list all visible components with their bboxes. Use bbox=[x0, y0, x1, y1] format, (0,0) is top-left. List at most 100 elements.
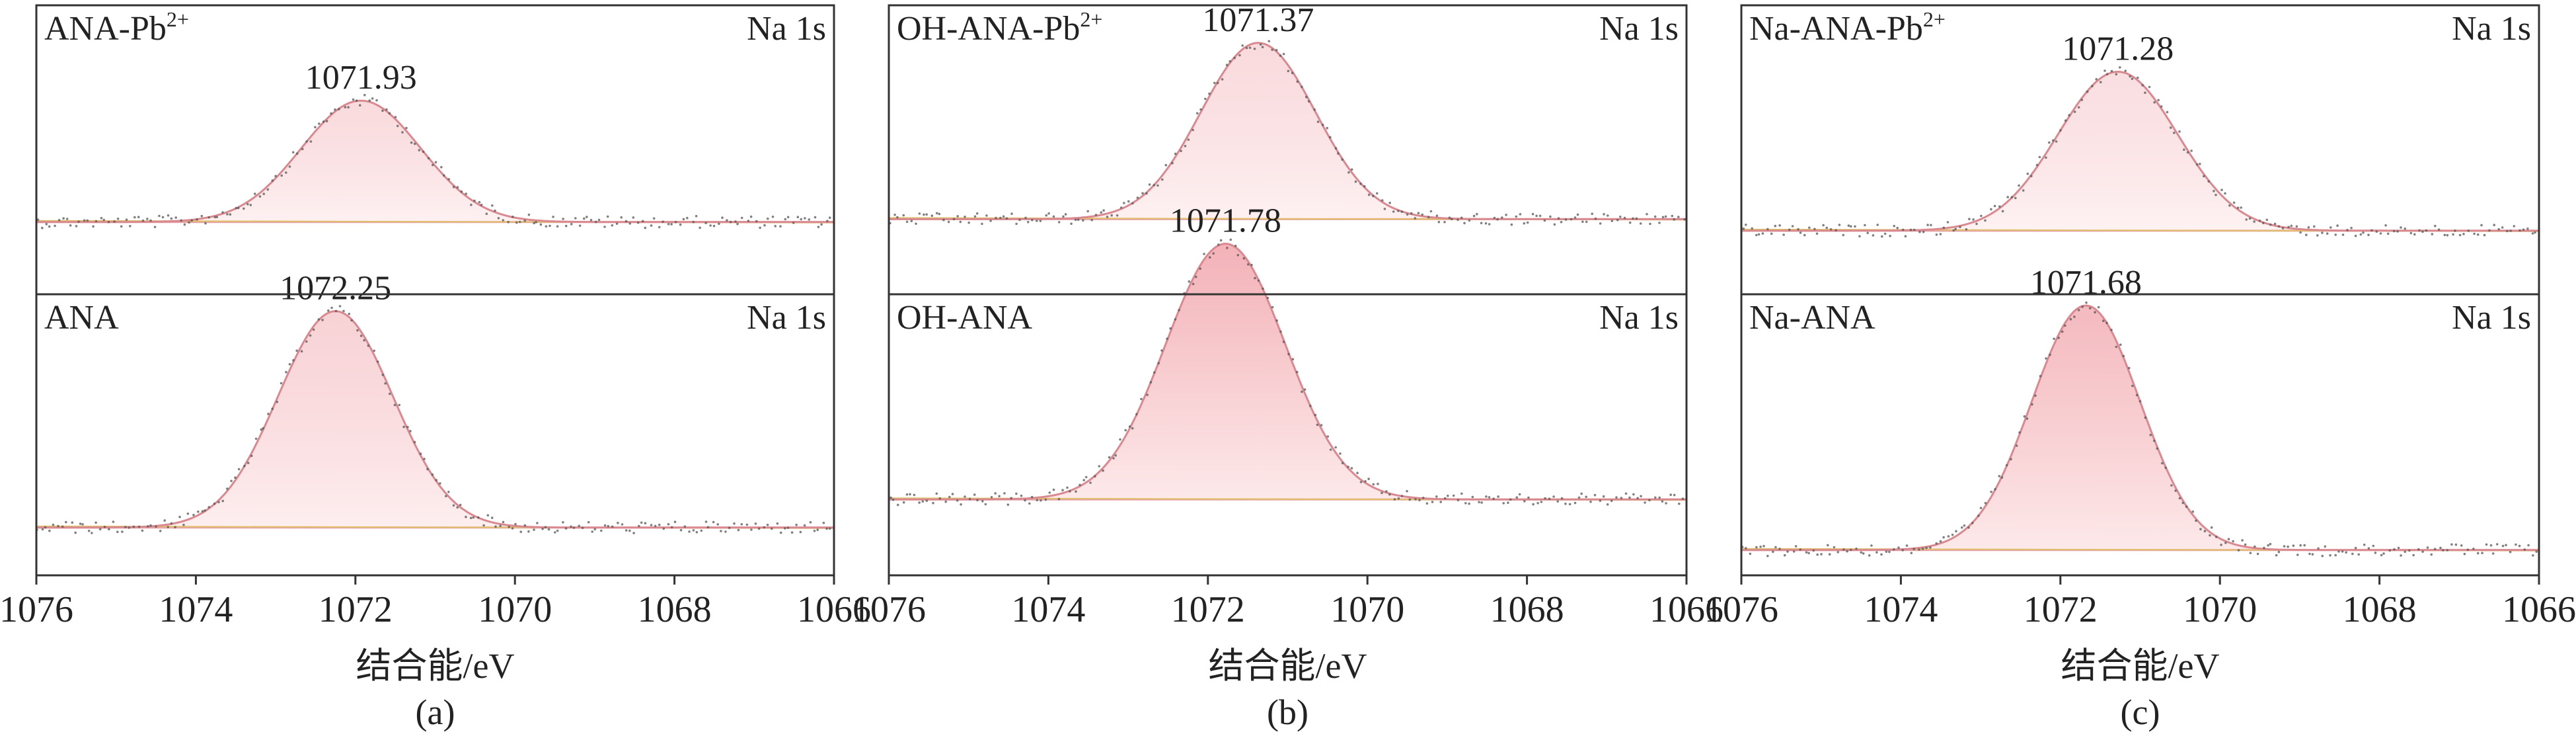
raw-point bbox=[1786, 550, 1789, 553]
peak-value-label: 1072.25 bbox=[280, 270, 391, 308]
raw-point bbox=[226, 213, 229, 216]
raw-point bbox=[44, 526, 47, 529]
raw-point bbox=[1052, 215, 1055, 218]
raw-point bbox=[274, 175, 277, 178]
x-tick-label: 1068 bbox=[638, 589, 712, 630]
raw-point bbox=[683, 525, 687, 528]
raw-point bbox=[2321, 554, 2324, 557]
raw-point bbox=[2053, 337, 2055, 341]
raw-point bbox=[674, 221, 677, 224]
raw-point bbox=[309, 334, 312, 337]
raw-point bbox=[1359, 183, 1362, 185]
raw-point bbox=[91, 532, 93, 534]
raw-point bbox=[1998, 205, 2001, 208]
raw-point bbox=[113, 220, 116, 223]
raw-point bbox=[375, 99, 378, 102]
raw-point bbox=[2526, 227, 2529, 230]
raw-point bbox=[1102, 209, 1105, 212]
raw-point bbox=[2148, 85, 2151, 89]
raw-point bbox=[1194, 275, 1197, 278]
raw-point bbox=[902, 501, 905, 504]
raw-point bbox=[36, 218, 40, 222]
raw-point bbox=[1417, 212, 1420, 215]
raw-point bbox=[606, 215, 609, 218]
raw-point bbox=[2454, 229, 2456, 232]
x-tick-label: 1070 bbox=[2183, 589, 2257, 630]
raw-point bbox=[452, 186, 455, 188]
raw-point bbox=[1057, 221, 1061, 224]
raw-point bbox=[1367, 477, 1370, 480]
raw-point bbox=[86, 219, 89, 222]
raw-point bbox=[79, 522, 82, 525]
raw-point bbox=[2105, 321, 2108, 325]
raw-point bbox=[2178, 497, 2181, 500]
raw-point bbox=[419, 452, 422, 455]
raw-point bbox=[1838, 224, 1841, 226]
raw-point bbox=[2139, 400, 2142, 403]
raw-point bbox=[1136, 196, 1139, 199]
raw-point bbox=[1509, 498, 1512, 501]
raw-point bbox=[527, 530, 530, 533]
raw-point bbox=[2055, 140, 2058, 143]
raw-point bbox=[1632, 493, 1635, 496]
raw-point bbox=[1855, 548, 1858, 550]
raw-point bbox=[2351, 552, 2354, 555]
raw-point bbox=[1347, 171, 1350, 174]
raw-point bbox=[1036, 220, 1038, 222]
raw-point bbox=[2476, 233, 2480, 236]
raw-point bbox=[2363, 544, 2366, 546]
raw-point bbox=[1329, 448, 1332, 451]
raw-point bbox=[2237, 549, 2240, 552]
raw-point bbox=[2509, 229, 2512, 232]
raw-point bbox=[2506, 229, 2509, 233]
raw-point bbox=[2317, 547, 2320, 550]
raw-point bbox=[2400, 226, 2402, 229]
raw-point bbox=[1468, 219, 1471, 222]
raw-point bbox=[2334, 233, 2337, 236]
raw-point bbox=[2199, 163, 2201, 165]
raw-point bbox=[129, 225, 132, 227]
raw-point bbox=[654, 524, 657, 528]
raw-point bbox=[2045, 357, 2047, 360]
raw-point bbox=[167, 214, 170, 217]
raw-point bbox=[1468, 502, 1470, 505]
raw-point bbox=[1174, 318, 1177, 321]
raw-point bbox=[1808, 226, 1811, 229]
raw-point bbox=[465, 515, 467, 518]
raw-point bbox=[1385, 490, 1388, 493]
raw-point bbox=[1935, 542, 1938, 545]
raw-point bbox=[625, 529, 628, 532]
raw-point bbox=[511, 216, 514, 218]
raw-point bbox=[981, 222, 983, 226]
raw-point bbox=[141, 529, 144, 532]
raw-point bbox=[1282, 52, 1285, 56]
raw-point bbox=[925, 499, 928, 503]
raw-point bbox=[615, 222, 619, 226]
raw-point bbox=[473, 199, 476, 202]
raw-point bbox=[204, 222, 207, 225]
raw-point bbox=[1226, 247, 1229, 249]
raw-point bbox=[1681, 497, 1685, 500]
raw-point bbox=[2275, 554, 2278, 557]
raw-point bbox=[767, 217, 769, 220]
raw-point bbox=[1372, 483, 1375, 486]
raw-point bbox=[975, 212, 979, 215]
raw-point bbox=[1106, 216, 1109, 218]
raw-point bbox=[478, 200, 481, 204]
raw-point bbox=[1217, 243, 1220, 246]
raw-point bbox=[2443, 233, 2446, 237]
element-tag: Na 1s bbox=[747, 299, 826, 337]
raw-point bbox=[1316, 120, 1320, 123]
raw-point bbox=[1275, 319, 1278, 322]
raw-point bbox=[2450, 543, 2453, 546]
raw-point bbox=[196, 218, 198, 221]
raw-point bbox=[1939, 233, 1942, 235]
raw-point bbox=[2157, 99, 2160, 102]
raw-point bbox=[1301, 85, 1303, 89]
x-tick-label: 1076 bbox=[0, 589, 73, 630]
raw-point bbox=[434, 161, 437, 164]
raw-point bbox=[1131, 427, 1134, 430]
raw-point bbox=[1006, 503, 1010, 506]
raw-point bbox=[628, 529, 631, 532]
raw-point bbox=[1114, 454, 1117, 457]
